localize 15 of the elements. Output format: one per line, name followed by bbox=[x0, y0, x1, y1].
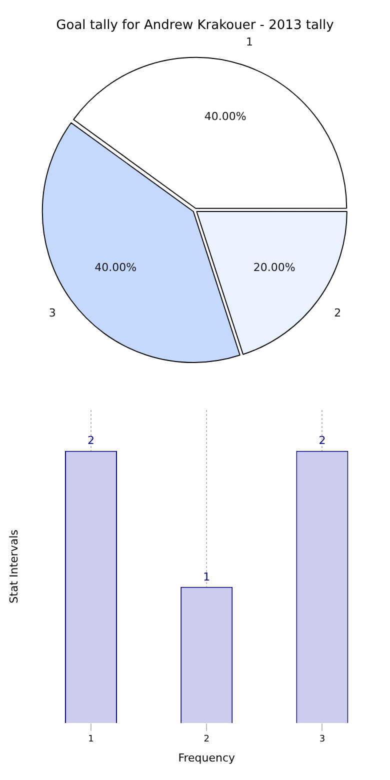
data-label: 20.00% bbox=[253, 260, 296, 274]
data-label: 40.00% bbox=[204, 110, 246, 123]
data-label: 40.00% bbox=[94, 260, 137, 274]
chart-title: Goal tally for Andrew Krakouer - 2013 tally bbox=[56, 18, 334, 34]
x-axis-title: Frequency bbox=[178, 751, 236, 764]
x-tick-label: 2 bbox=[204, 734, 210, 745]
data-label: 2 bbox=[88, 434, 94, 448]
data-label: 2 bbox=[318, 434, 326, 448]
x-tick-label: 3 bbox=[319, 734, 326, 745]
slice-label: 2 bbox=[334, 306, 342, 320]
y-axis-title: Stat Intervals bbox=[7, 529, 20, 604]
data-label: 1 bbox=[203, 570, 210, 584]
x-tick-label: 1 bbox=[88, 734, 94, 745]
slice-label: 3 bbox=[48, 306, 56, 320]
slice-label: 1 bbox=[246, 36, 253, 49]
